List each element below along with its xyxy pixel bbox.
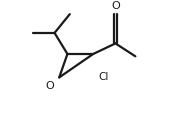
Text: O: O	[111, 1, 120, 11]
Text: Cl: Cl	[99, 72, 109, 82]
Text: O: O	[46, 81, 54, 91]
